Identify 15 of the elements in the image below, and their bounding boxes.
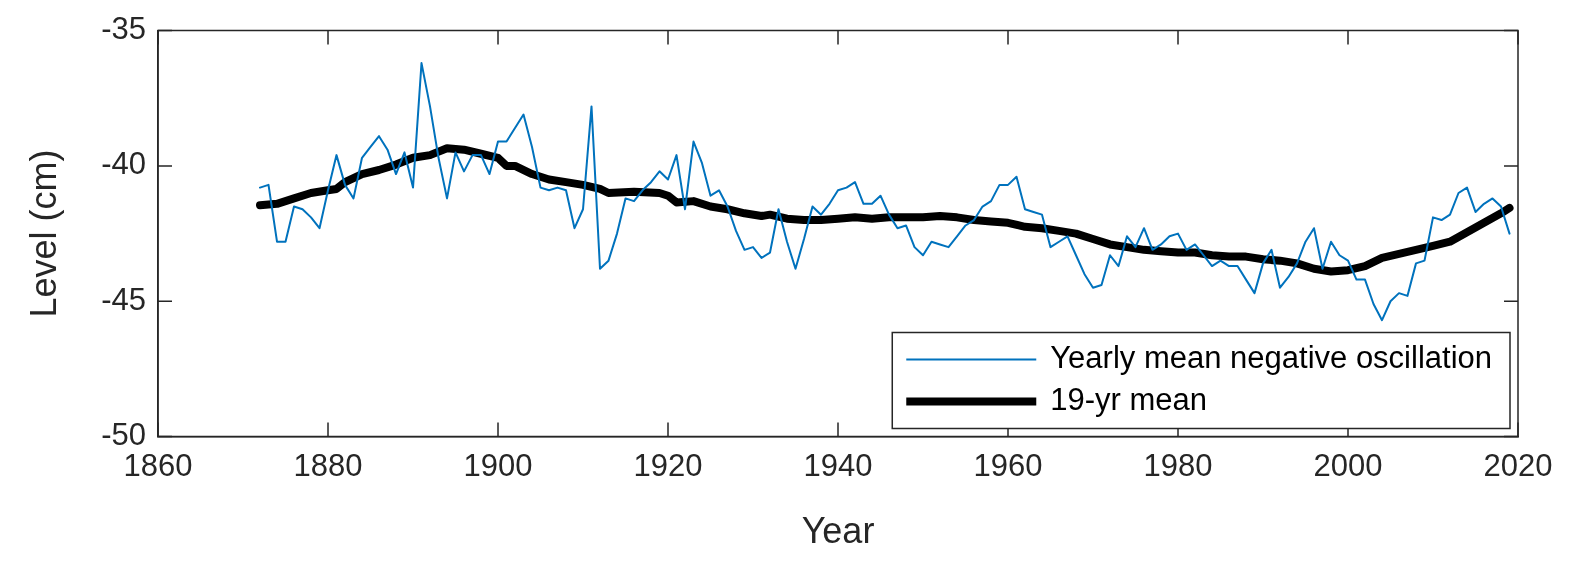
legend-label: Yearly mean negative oscillation <box>1050 340 1493 376</box>
x-tick-label: 1940 <box>803 447 873 483</box>
y-axis-title: Level (cm) <box>22 149 64 318</box>
legend-label: 19-yr mean <box>1050 382 1208 418</box>
x-tick-label: 1980 <box>1143 447 1213 483</box>
x-tick-label: 2020 <box>1483 447 1553 483</box>
x-tick-label: 1920 <box>633 447 703 483</box>
x-tick-label: 1900 <box>463 447 533 483</box>
x-tick-label: 2000 <box>1313 447 1383 483</box>
y-tick-label: -35 <box>101 11 146 47</box>
x-tick-label: 1880 <box>293 447 363 483</box>
y-tick-label: -40 <box>101 146 146 182</box>
x-axis-title: Year <box>801 510 875 552</box>
x-tick-label: 1960 <box>973 447 1043 483</box>
y-tick-label: -45 <box>101 281 146 317</box>
